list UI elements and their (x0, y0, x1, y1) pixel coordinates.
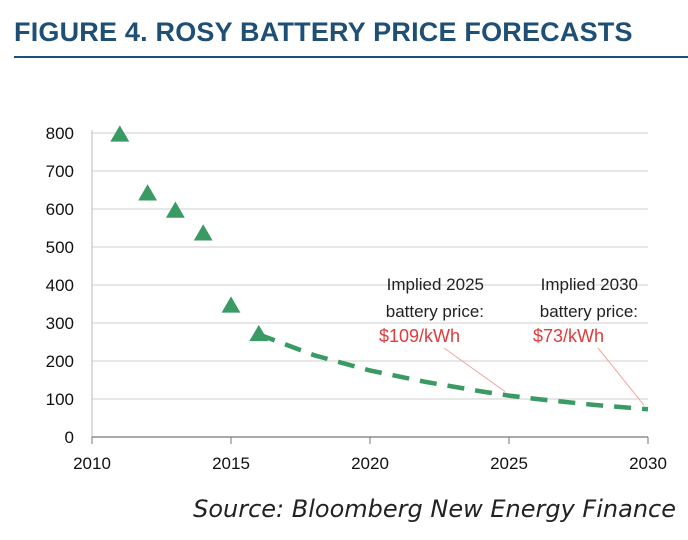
historical-series (110, 125, 269, 342)
page-title: FIGURE 4. ROSY BATTERY PRICE FORECASTS (14, 17, 633, 47)
y-tick-label-400: 400 (46, 276, 74, 295)
x-tick-label-2020: 2020 (351, 454, 389, 473)
annotation-2030-leader (597, 347, 645, 406)
forecast-dashed-line (258, 332, 649, 412)
data-point-2015 (221, 296, 241, 313)
y-tick-label-200: 200 (46, 352, 74, 371)
annotation-2025-line1: Implied 2025 (387, 275, 484, 294)
annotation-2025-leader (443, 347, 506, 392)
y-tick-label-100: 100 (46, 390, 74, 409)
annotation-2025-line2: battery price: (386, 302, 484, 321)
annotations: Implied 2025 battery price: $109/kWh Implie… (379, 275, 645, 406)
data-point-2013 (165, 201, 185, 218)
title-rule (14, 56, 688, 58)
forecast-series (258, 332, 649, 412)
y-tick-label-800: 800 (46, 124, 74, 143)
x-axis-ticks: 2010 2015 2020 2025 2030 (73, 454, 667, 473)
y-tick-label-600: 600 (46, 200, 74, 219)
x-tick-label-2025: 2025 (490, 454, 528, 473)
data-point-2014 (193, 224, 213, 241)
annotation-2030-price: $73/kWh (533, 326, 604, 346)
y-tick-label-500: 500 (46, 238, 74, 257)
data-point-2011 (110, 125, 130, 142)
annotation-2025-price: $109/kWh (379, 326, 460, 346)
x-tick-label-2010: 2010 (73, 454, 111, 473)
x-tick-label-2015: 2015 (212, 454, 250, 473)
axes (91, 130, 649, 444)
annotation-2030-line2: battery price: (540, 302, 638, 321)
y-tick-label-700: 700 (46, 162, 74, 181)
x-tick-label-2030: 2030 (629, 454, 667, 473)
data-point-2016 (249, 324, 269, 342)
y-tick-label-0: 0 (65, 428, 74, 447)
y-axis-ticks: 0 100 200 300 400 500 600 700 800 (46, 124, 74, 447)
annotation-2030-line1: Implied 2030 (541, 275, 638, 294)
y-tick-label-300: 300 (46, 314, 74, 333)
data-point-2012 (138, 184, 157, 201)
grid (92, 132, 648, 400)
source-note: Source: Bloomberg New Energy Finance (193, 495, 676, 523)
